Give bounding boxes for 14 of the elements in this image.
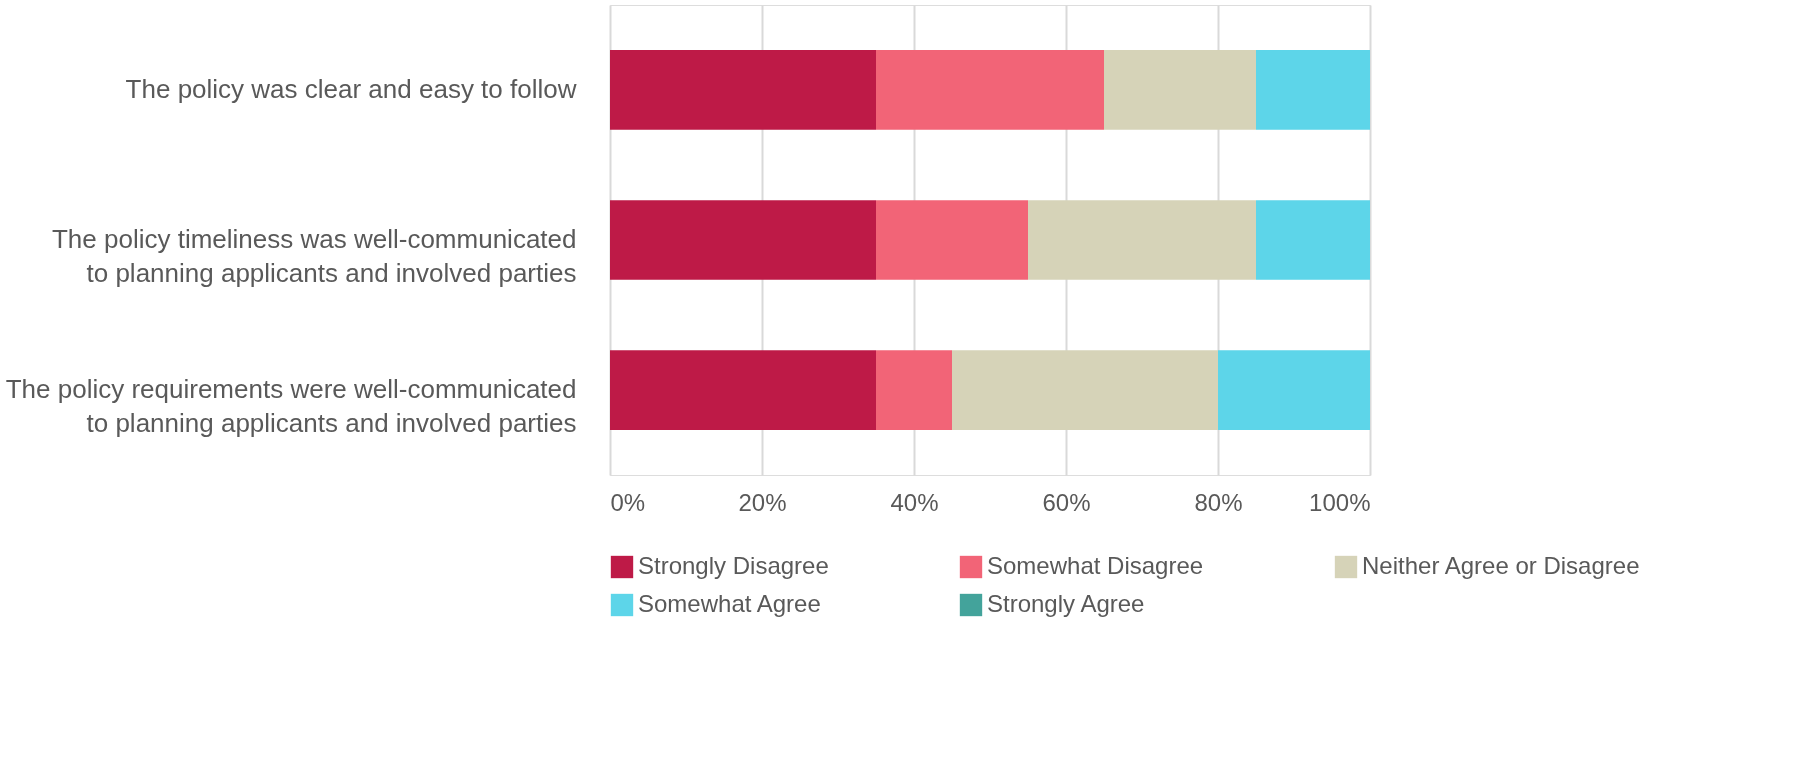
x-tick-label: 20% [738, 488, 787, 516]
y-tick-label: The policy was clear and easy to follow [125, 73, 577, 104]
legend-label: Strongly Agree [987, 590, 1145, 617]
y-tick-label: The policy requirements were well-communicated to planning applicants and involved parties [5, 374, 577, 439]
x-tick-label: 0% [610, 488, 646, 516]
legend-label: Neither Agree or Disagree [1362, 552, 1640, 579]
legend-label: Somewhat Agree [638, 590, 821, 617]
x-tick-label: 100% [1309, 488, 1371, 516]
x-tick-label: 80% [1194, 488, 1243, 516]
x-tick-label: 60% [1042, 488, 1091, 516]
legend-label: Somewhat Disagree [987, 552, 1204, 579]
x-tick-label: 40% [890, 488, 939, 516]
y-tick-label: The policy timeliness was well-communicated to planning applicants and involved parties [51, 224, 577, 288]
legend-label: Strongly Disagree [638, 552, 829, 579]
